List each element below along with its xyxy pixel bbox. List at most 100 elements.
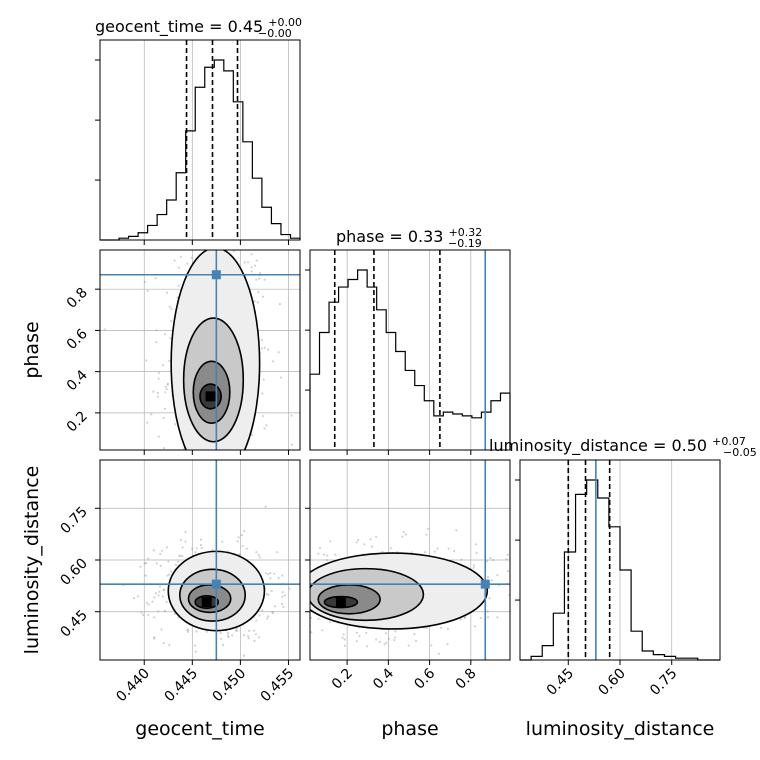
panel-gt-ph-ytick-label-0: 0.2 (64, 408, 91, 435)
panel-geocent-time-luminosity-distance-point (258, 614, 261, 617)
panel-geocent-time-luminosity-distance-point (237, 536, 240, 539)
panel-geocent-time-luminosity-distance-point (230, 634, 234, 637)
panel-geocent-time-luminosity-distance-point (240, 534, 243, 537)
panel-geocent-time-phase-point (186, 262, 189, 265)
panel-phase-luminosity-distance-point (437, 652, 440, 655)
panel-phase-luminosity-distance-point (385, 641, 388, 645)
hist-ld-xtick-label-0: 0.45 (544, 666, 577, 699)
panel-geocent-time-phase-point (181, 461, 183, 463)
panel-phase-luminosity-distance-point (303, 599, 305, 601)
panel-phase-luminosity-distance-point (317, 552, 320, 555)
panel-geocent-time-phase-point (255, 278, 258, 281)
panel-geocent-time-phase-point (196, 247, 198, 249)
hist-geocent-time-frame (99, 39, 301, 241)
hist-phase-bin-3 (339, 287, 349, 450)
panel-phase-luminosity-distance-point (202, 640, 204, 642)
panel-geocent-time-phase-point (174, 423, 177, 426)
panel-geocent-time-phase-point (169, 337, 172, 340)
panel-phase-luminosity-distance-injection-marker (480, 579, 490, 589)
panel-phase-luminosity-distance-point (490, 579, 494, 582)
hist-luminosity-distance-count-ticks (515, 479, 520, 601)
panel-ph-ld-xticks: 0.2 0.4 0.6 0.8 (329, 660, 480, 693)
panel-geocent-time-phase-point (171, 528, 173, 530)
panel-geocent-time-phase-point (146, 289, 149, 292)
panel-geocent-time-luminosity-distance-point (155, 562, 158, 565)
panel-phase-luminosity-distance-point (410, 551, 413, 554)
panel-phase-luminosity-distance-peak (335, 597, 346, 608)
panel-geocent-time-phase-injection-marker (211, 270, 221, 280)
hist-ld-xticks: 0.45 0.60 0.75 (544, 660, 681, 699)
panel-geocent-time-phase-point (250, 270, 253, 273)
hist-phase-bin-2 (329, 302, 339, 450)
panel-geocent-time-luminosity-distance-point (273, 572, 276, 575)
panel-phase-luminosity-distance-point (430, 644, 433, 647)
hist-luminosity-distance-bars (531, 480, 698, 660)
panel-phase-luminosity-distance-point (301, 604, 303, 606)
hist-phase-bin-13 (434, 416, 444, 450)
panel-geocent-time-phase-point (267, 348, 270, 351)
panel-geocent-time-phase-point (253, 463, 255, 465)
panel-geocent-time-luminosity-distance-point (162, 588, 165, 592)
panel-phase-luminosity-distance-point (306, 572, 308, 574)
panel-phase-luminosity-distance-point (472, 566, 475, 570)
panel-geocent-time-phase-point (233, 246, 235, 248)
panel-geocent-time-phase-point (172, 663, 174, 665)
panel-geocent-time-luminosity-distance-point (151, 600, 154, 603)
xlabel-phase: phase (381, 718, 438, 740)
hist-luminosity-distance-bin-11 (642, 651, 653, 660)
panel-geocent-time-luminosity-distance-point (180, 539, 183, 542)
panel-geocent-time-phase-point (219, 473, 221, 475)
panel-geocent-time-luminosity-distance-point (178, 554, 181, 558)
panel-geocent-time-luminosity-distance-point (157, 594, 160, 597)
panel-geocent-time-phase-point (235, 486, 237, 488)
panel-phase-luminosity-distance-point (487, 576, 490, 579)
panel-geocent-time-phase-point (264, 513, 266, 515)
panel-geocent-time-phase-point (170, 307, 173, 310)
panel-geocent-time-luminosity-distance-point (160, 628, 163, 631)
panel-geocent-time-luminosity-distance-point (257, 553, 260, 557)
panel-geocent-time-phase-point (157, 371, 160, 374)
panel-phase-luminosity-distance-point (318, 547, 322, 550)
panel-geocent-time-phase-point (230, 457, 232, 459)
panel-phase-luminosity-distance-point (389, 547, 392, 550)
panel-phase-luminosity-distance-point (271, 602, 273, 604)
title-luminosity-distance-minus: −0.05 (723, 446, 757, 459)
panel-geocent-time-luminosity-distance-point (174, 563, 177, 567)
panel-geocent-time-phase-point (196, 501, 198, 503)
panel-phase-luminosity-distance-point (296, 597, 298, 599)
panel-geocent-time-phase-point (232, 498, 234, 500)
panel-phase-luminosity-distance-point (297, 589, 299, 591)
panel-gt-ph-ytick-label-2: 0.6 (64, 326, 91, 353)
hist-luminosity-distance-bin-10 (631, 631, 642, 660)
panel-geocent-time-phase-point (157, 377, 160, 380)
panel-geocent-time-phase-point (177, 284, 180, 287)
panel-geocent-time-luminosity-distance-point (253, 639, 256, 643)
panel-geocent-time-phase-point (163, 407, 166, 410)
hist-luminosity-distance-bin-3 (553, 613, 564, 660)
panel-gt-ph-ytick-label-3: 0.8 (64, 285, 91, 312)
hist-phase-bin-6 (367, 287, 377, 450)
panel-geocent-time-phase-point (214, 240, 216, 242)
panel-geocent-time-luminosity-distance-point (267, 573, 270, 576)
panel-geocent-time-phase-point (236, 451, 238, 453)
panel-geocent-time-phase-point (271, 360, 274, 363)
ylabel-phase: phase (21, 321, 43, 378)
panel-geocent-time-luminosity-distance-point (281, 574, 284, 577)
panel-phase-luminosity-distance-point (297, 622, 299, 624)
panel-geocent-time-phase-point (263, 278, 266, 281)
hist-luminosity-distance-bin-12 (653, 655, 664, 660)
panel-phase-luminosity-distance-point (285, 591, 287, 593)
panel-geocent-time-phase-point (198, 478, 200, 480)
title-geocent-time: geocent_time = 0.45 +0.00 (95, 16, 302, 37)
xlabel-geocent-time: geocent_time (135, 718, 264, 740)
panel-geocent-time-phase-point (165, 291, 169, 294)
panel-geocent-time-phase-point (189, 542, 191, 544)
panel-phase-luminosity-distance-point (307, 582, 309, 584)
panel-geocent-time-luminosity-distance-point (205, 630, 208, 633)
panel-phase-luminosity-distance-point (375, 638, 378, 641)
panel-geocent-time-luminosity-distance-point (153, 616, 156, 619)
panel-phase-luminosity-distance-point (272, 593, 274, 595)
panel-geocent-time-phase-point (146, 421, 149, 424)
hist-phase-bin-15 (453, 414, 463, 450)
panel-geocent-time-luminosity-distance-point (199, 543, 202, 547)
